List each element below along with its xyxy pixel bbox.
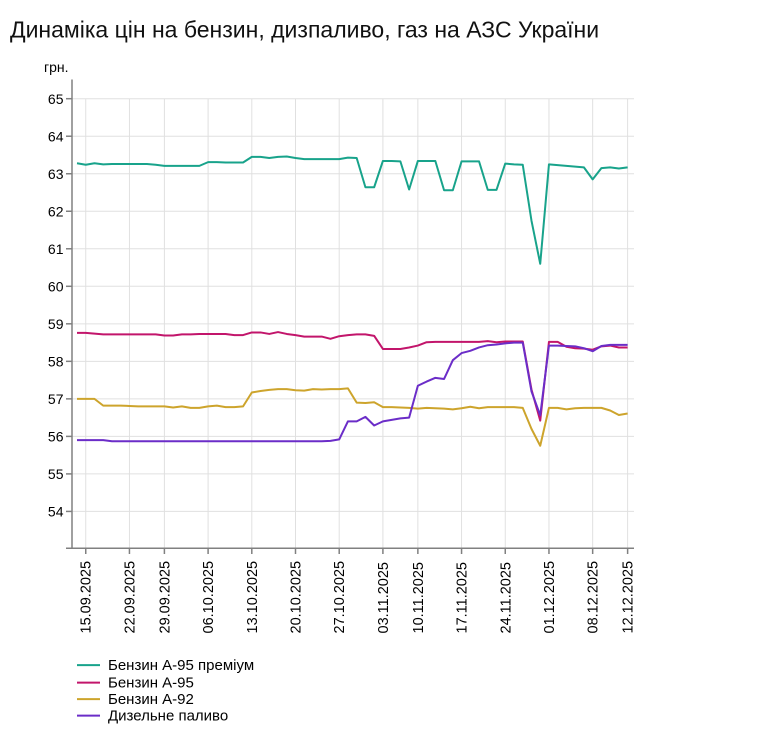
svg-text:01.12.2025: 01.12.2025 — [542, 561, 558, 634]
svg-text:29.09.2025: 29.09.2025 — [157, 561, 173, 634]
svg-text:грн.: грн. — [44, 59, 69, 75]
svg-text:17.11.2025: 17.11.2025 — [455, 562, 471, 634]
svg-text:Бензин А-95 преміум: Бензин А-95 преміум — [108, 657, 254, 674]
svg-text:63: 63 — [48, 166, 64, 182]
svg-text:54: 54 — [48, 504, 64, 520]
svg-text:Динаміка цін на бензин, дизпал: Динаміка цін на бензин, дизпаливо, газ н… — [10, 17, 599, 43]
svg-text:58: 58 — [48, 354, 64, 370]
svg-text:Бензин А-92: Бензин А-92 — [108, 691, 194, 708]
svg-text:22.09.2025: 22.09.2025 — [122, 561, 138, 634]
svg-text:12.12.2025: 12.12.2025 — [621, 561, 637, 634]
svg-text:10.11.2025: 10.11.2025 — [411, 562, 427, 634]
svg-text:24.11.2025: 24.11.2025 — [498, 562, 514, 634]
svg-text:15.09.2025: 15.09.2025 — [79, 561, 95, 634]
svg-text:27.10.2025: 27.10.2025 — [332, 561, 348, 634]
svg-text:57: 57 — [48, 391, 64, 407]
svg-text:64: 64 — [48, 128, 64, 144]
svg-text:61: 61 — [48, 241, 64, 257]
svg-text:65: 65 — [48, 91, 64, 107]
svg-text:Бензин А-95: Бензин А-95 — [108, 675, 194, 692]
svg-text:55: 55 — [48, 466, 64, 482]
svg-text:59: 59 — [48, 316, 64, 332]
svg-text:60: 60 — [48, 279, 64, 295]
svg-text:62: 62 — [48, 203, 64, 219]
svg-text:08.12.2025: 08.12.2025 — [586, 561, 602, 634]
svg-text:56: 56 — [48, 429, 64, 445]
svg-text:Дизельне паливо: Дизельне паливо — [108, 708, 228, 725]
svg-text:20.10.2025: 20.10.2025 — [289, 561, 305, 634]
svg-text:03.11.2025: 03.11.2025 — [376, 562, 392, 634]
svg-text:06.10.2025: 06.10.2025 — [201, 561, 217, 634]
svg-text:13.10.2025: 13.10.2025 — [245, 561, 261, 634]
